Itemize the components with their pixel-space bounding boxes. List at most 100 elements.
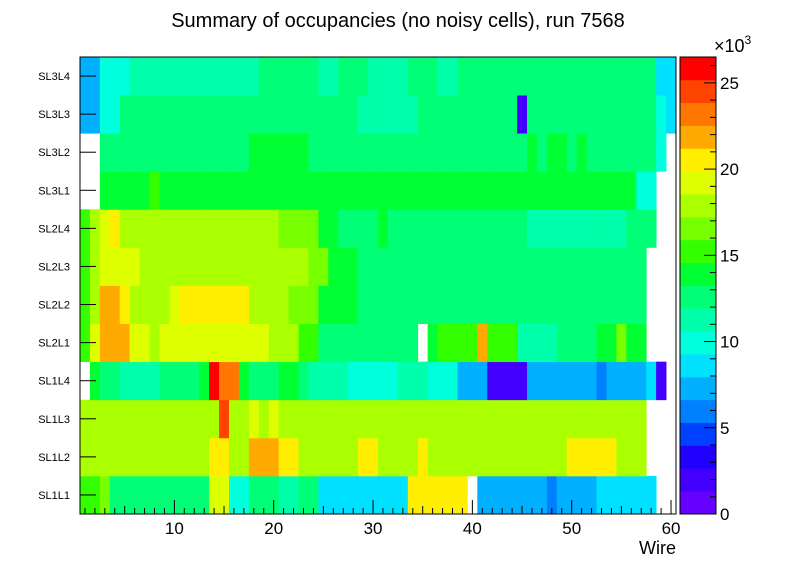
heatmap-cell [636,361,647,401]
heatmap-cell [517,247,528,286]
heatmap-cell [497,285,508,324]
heatmap-cell [308,133,319,172]
heatmap-cell [457,133,468,172]
heatmap-cell [248,361,260,401]
heatmap-cell [179,323,190,363]
x-axis-tick-label: 10 [165,519,184,538]
heatmap-cell [447,323,458,363]
heatmap-cell [427,247,438,286]
heatmap-cell [477,399,488,439]
x-axis-tick-label: 20 [264,519,283,538]
heatmap-cell [556,399,568,439]
heatmap-cell [556,437,568,477]
heatmap-cell [219,437,230,477]
heatmap-cell [427,323,438,363]
heatmap-cell [248,247,260,286]
heatmap-cell [358,361,369,401]
heatmap-cell [656,57,667,96]
heatmap-cell [387,57,399,96]
heatmap-cell [278,285,289,324]
heatmap-cell [229,323,240,363]
heatmap-cell [348,57,359,96]
heatmap-cell [278,133,289,172]
heatmap-cell [387,475,399,515]
heatmap-cell [159,95,170,134]
heatmap-cell [159,323,170,363]
heatmap-cell [546,209,558,248]
heatmap-cell [566,171,578,210]
heatmap-cell [497,247,508,286]
heatmap-cell [546,399,558,439]
heatmap-cell [308,323,319,363]
heatmap-cell [626,209,637,248]
heatmap-cell [139,323,150,363]
heatmap-cell [99,133,111,172]
heatmap-cell [109,399,121,439]
heatmap-cell [278,171,289,210]
heatmap-cell [219,323,230,363]
heatmap-cell [308,399,319,439]
heatmap-cell [129,361,140,401]
heatmap-cell [99,209,111,248]
heatmap-cell [596,95,607,134]
heatmap-cell [536,437,548,477]
heatmap-cell [318,323,329,363]
heatmap-cell [487,285,498,324]
heatmap-cell [586,57,597,96]
heatmap-cell [169,209,180,248]
heatmap-cell [467,57,478,96]
heatmap-cell [477,95,488,134]
heatmap-cell [258,323,270,363]
heatmap-cell [99,95,111,134]
heatmap-cell [139,209,150,248]
heatmap-cell [576,133,587,172]
heatmap-cell [109,57,121,96]
heatmap-cell [487,171,498,210]
heatmap-cell [497,399,508,439]
heatmap-cell [447,475,458,515]
heatmap-cell [656,95,667,134]
heatmap-cell [467,399,478,439]
heatmap-cell [238,133,250,172]
heatmap-cell [477,437,488,477]
heatmap-cell [507,475,518,515]
heatmap-cell [487,437,498,477]
heatmap-cell [606,209,617,248]
heatmap-cell [149,95,160,134]
heatmap-cell [318,399,329,439]
heatmap-cell [119,57,131,96]
heatmap-cell [546,171,558,210]
heatmap-cell [626,133,637,172]
heatmap-cell [487,323,498,363]
heatmap-cell [387,399,399,439]
heatmap-cell [99,285,111,324]
heatmap-cell [497,209,508,248]
heatmap-cell [636,323,647,363]
heatmap-cell [139,247,150,286]
heatmap-cell [109,171,121,210]
heatmap-cell [149,475,160,515]
heatmap-cell [149,247,160,286]
color-scale-segment [680,376,716,401]
heatmap-cell [179,361,190,401]
heatmap-cell [636,171,647,210]
heatmap-cell [139,437,150,477]
heatmap-cell [119,285,131,324]
heatmap-cell [219,171,230,210]
heatmap-cell [387,323,399,363]
heatmap-cell [159,209,170,248]
heatmap-cell [646,475,657,515]
heatmap-cell [487,57,498,96]
heatmap-cell [288,209,299,248]
heatmap-cell [368,171,379,210]
heatmap-cell [427,361,438,401]
heatmap-cell [229,475,240,515]
heatmap-cell [457,323,468,363]
heatmap-cell [378,133,389,172]
heatmap-cell [626,95,637,134]
heatmap-cell [288,323,299,363]
y-axis: SL1L1 SL1L2 SL1L3 SL1L4 SL2L1 SL2L2 SL2L3 SL2L4… [38,71,96,502]
heatmap-cell [169,57,180,96]
heatmap-cell [507,323,518,363]
heatmap-cell [616,437,627,477]
